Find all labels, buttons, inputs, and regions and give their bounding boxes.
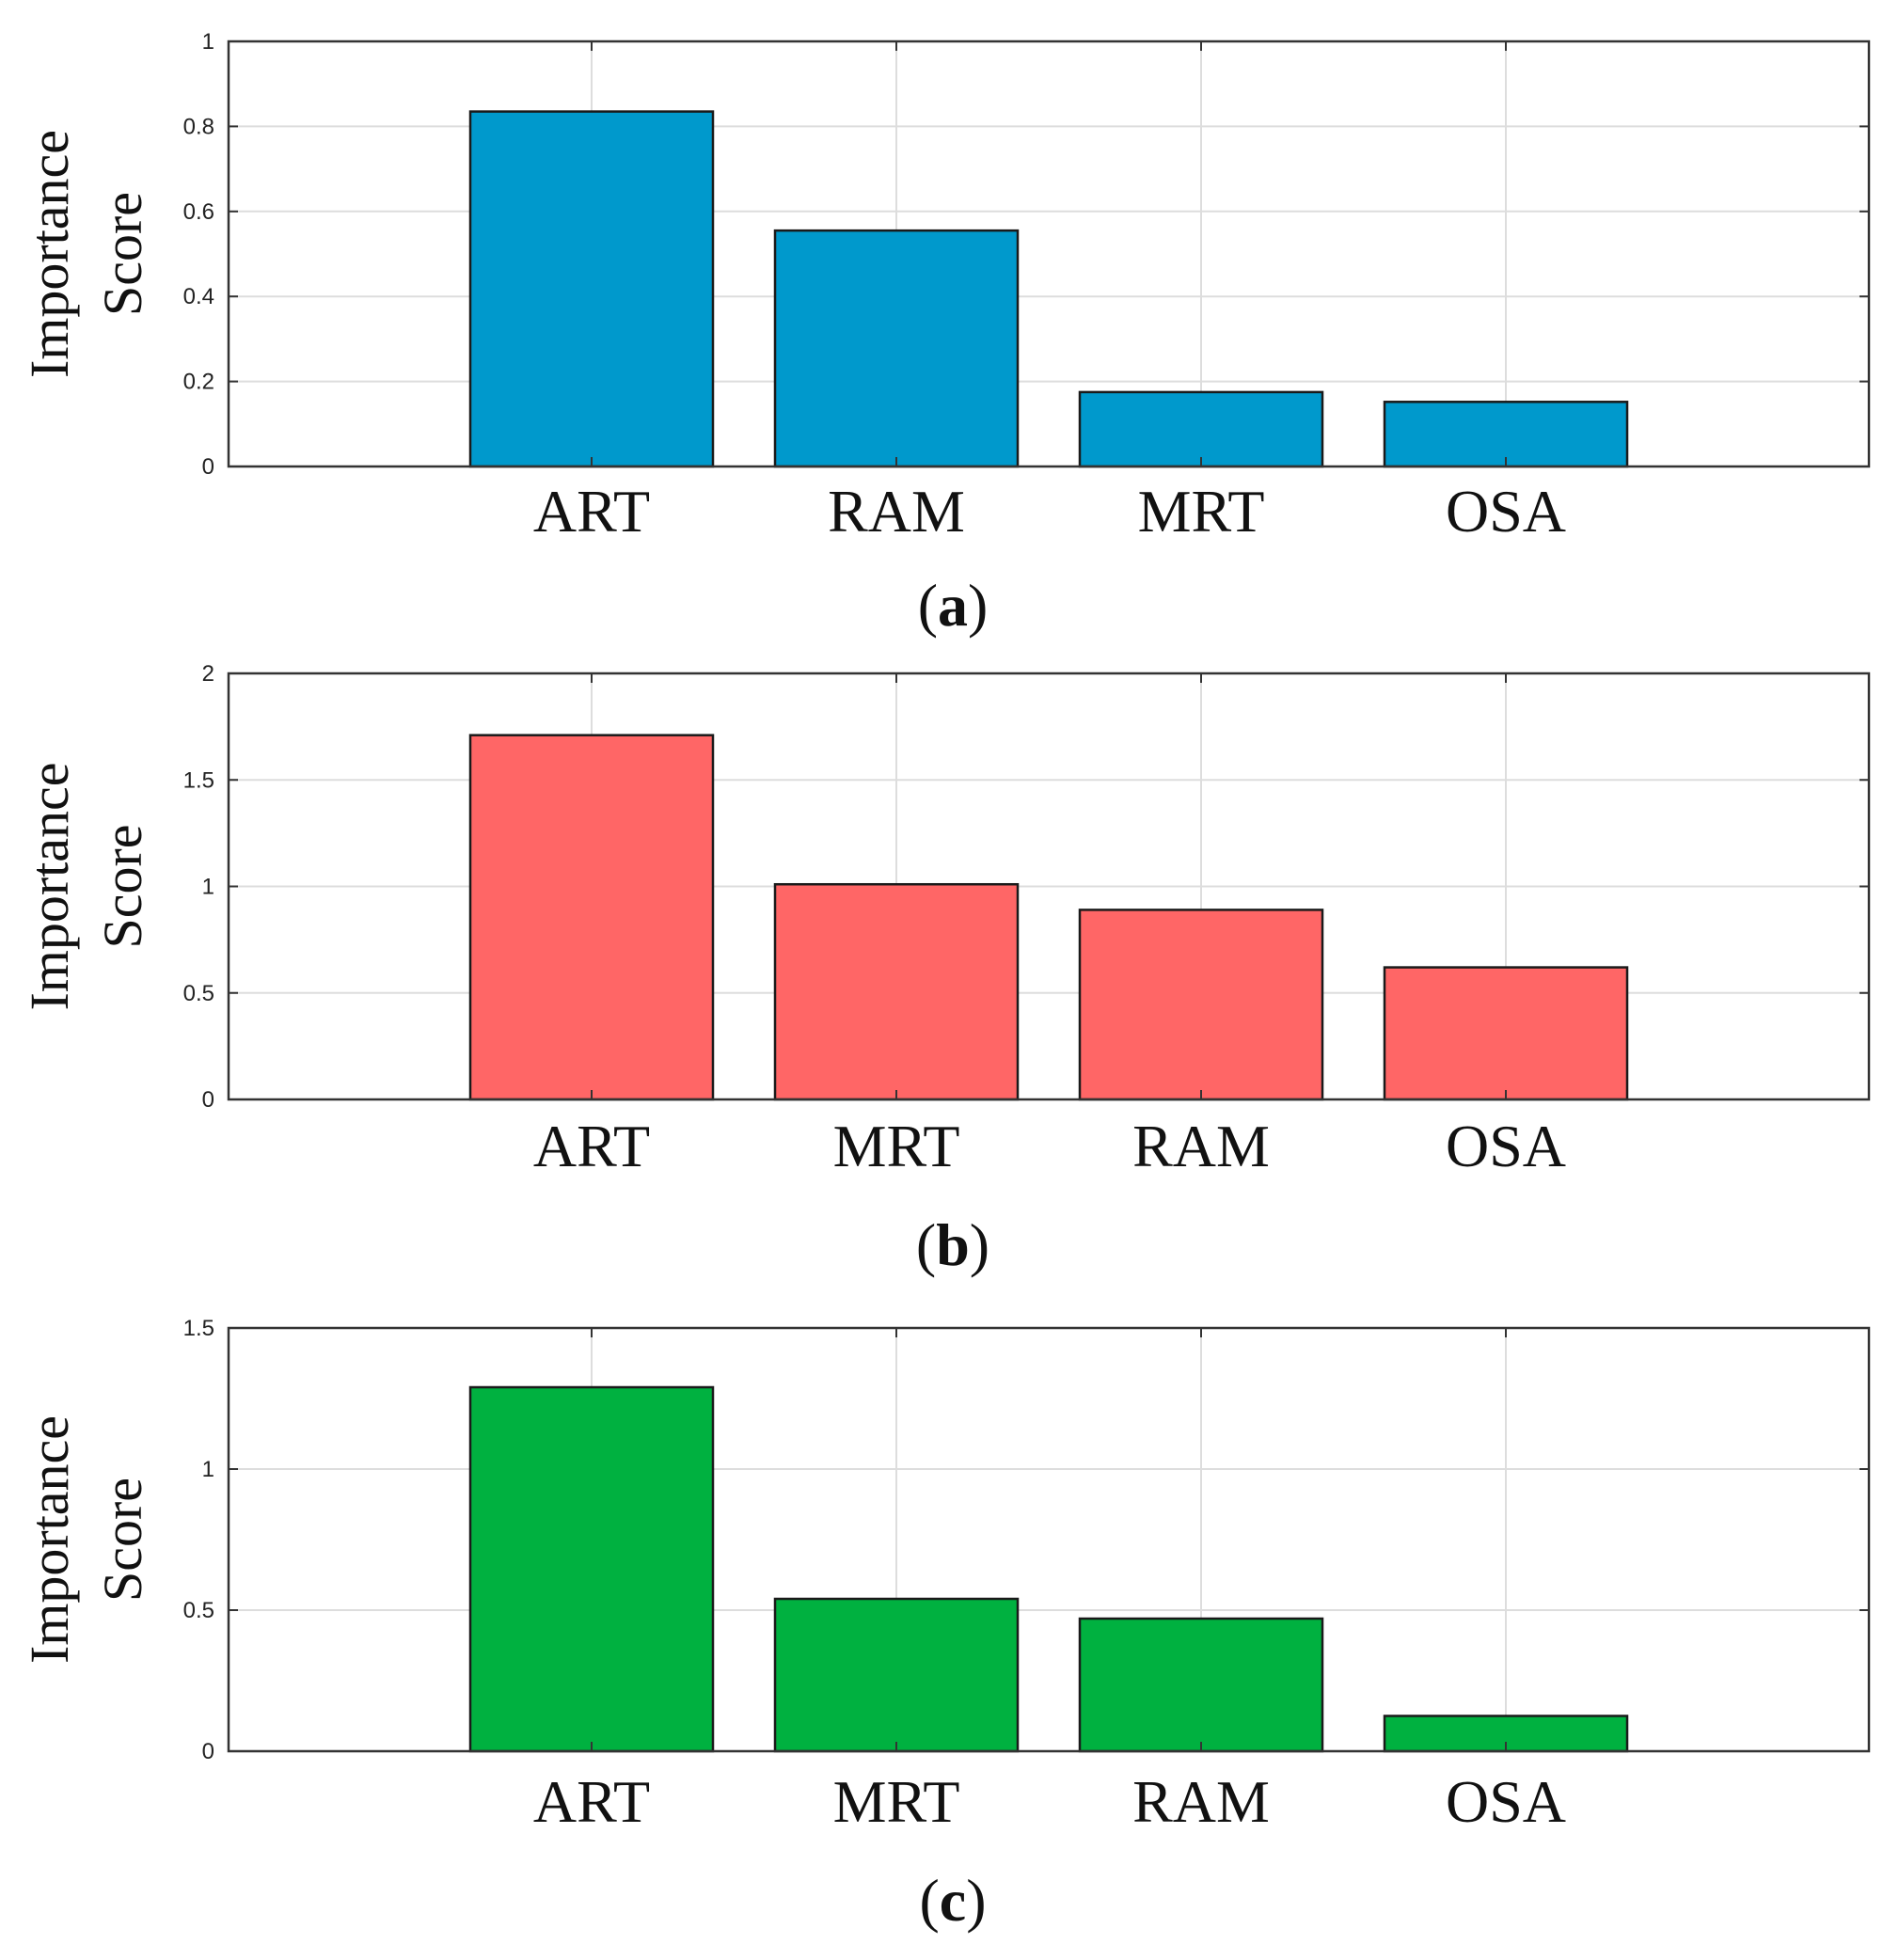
panel-caption-close: )	[970, 1211, 989, 1278]
bar-osa	[1383, 966, 1629, 1101]
x-category-label: RAM	[1132, 1768, 1270, 1835]
panel-caption-letter: b	[936, 1211, 970, 1278]
bar-ram	[773, 229, 1020, 468]
y-axis-title-line-1: Importance	[19, 762, 80, 1010]
axes-frame	[227, 40, 1871, 468]
chart-panel-a: 0 0.2 0.4 0.6 0.8 1 ART RAM MRT OSA Importance Scor…	[19, 29, 1871, 639]
y-tick-label: 0	[202, 454, 214, 480]
y-tick-label: 0.5	[183, 1598, 214, 1623]
y-tick-label: 1	[202, 29, 214, 55]
y-tick-label: 0.5	[183, 981, 214, 1006]
y-tick-label: 0.2	[183, 370, 214, 395]
bar-art	[468, 1385, 715, 1753]
y-axis-title-line-1: Importance	[19, 1415, 80, 1664]
panel-caption: (c)	[919, 1867, 986, 1934]
y-axis-title-line-2: Score	[92, 824, 153, 948]
panel-caption-close: )	[966, 1867, 986, 1934]
y-tick-label: 0	[202, 1739, 214, 1764]
x-category-label: OSA	[1446, 1113, 1566, 1179]
bar-osa	[1383, 401, 1629, 468]
chart-panel-b: 0 0.5 1 1.5 2 ART MRT RAM OSA Importance Score (b)	[19, 661, 1871, 1278]
x-category-label: OSA	[1446, 1768, 1566, 1835]
y-tick-label: 0.4	[183, 284, 214, 309]
y-tick-label: 2	[202, 661, 214, 687]
bar-mrt	[773, 1597, 1020, 1753]
bar-mrt	[1078, 390, 1324, 468]
y-tick-label: 0.6	[183, 199, 214, 225]
chart-panel-c: 0 0.5 1 1.5 ART MRT RAM OSA Importance Score (c)	[19, 1316, 1871, 1934]
y-axis-title-line-1: Importance	[19, 130, 80, 378]
y-tick-label: 0	[202, 1087, 214, 1113]
axes-frame	[227, 1326, 1871, 1753]
y-tick-label: 1	[202, 1457, 214, 1482]
panel-caption-letter: c	[940, 1867, 966, 1934]
x-category-label: MRT	[833, 1768, 960, 1835]
bar-ram	[1078, 1617, 1324, 1753]
y-tick-label: 0.8	[183, 114, 214, 139]
x-category-label: ART	[533, 478, 650, 545]
x-category-label: OSA	[1446, 478, 1566, 545]
panel-caption-close: )	[968, 572, 988, 639]
panel-caption-letter: a	[938, 572, 968, 639]
x-category-label: MRT	[1138, 478, 1265, 545]
x-category-label: ART	[533, 1113, 650, 1179]
y-axis-title-line-2: Score	[92, 192, 153, 316]
x-category-label: RAM	[828, 478, 965, 545]
bar-art	[468, 110, 715, 468]
bar-ram	[1078, 909, 1324, 1101]
y-axis-title-line-2: Score	[92, 1478, 153, 1602]
x-category-label: RAM	[1132, 1113, 1270, 1179]
y-tick-label: 1.5	[183, 767, 214, 793]
y-tick-label: 1	[202, 875, 214, 900]
panel-caption-open: (	[918, 572, 938, 639]
x-category-label: ART	[533, 1768, 650, 1835]
bar-art	[468, 734, 715, 1101]
x-category-label: MRT	[833, 1113, 960, 1179]
bar-mrt	[773, 882, 1020, 1101]
panel-caption: (a)	[918, 572, 989, 639]
panel-caption-open: (	[916, 1211, 936, 1278]
panel-caption: (b)	[916, 1211, 989, 1278]
y-tick-label: 1.5	[183, 1316, 214, 1341]
panel-caption-open: (	[919, 1867, 939, 1934]
